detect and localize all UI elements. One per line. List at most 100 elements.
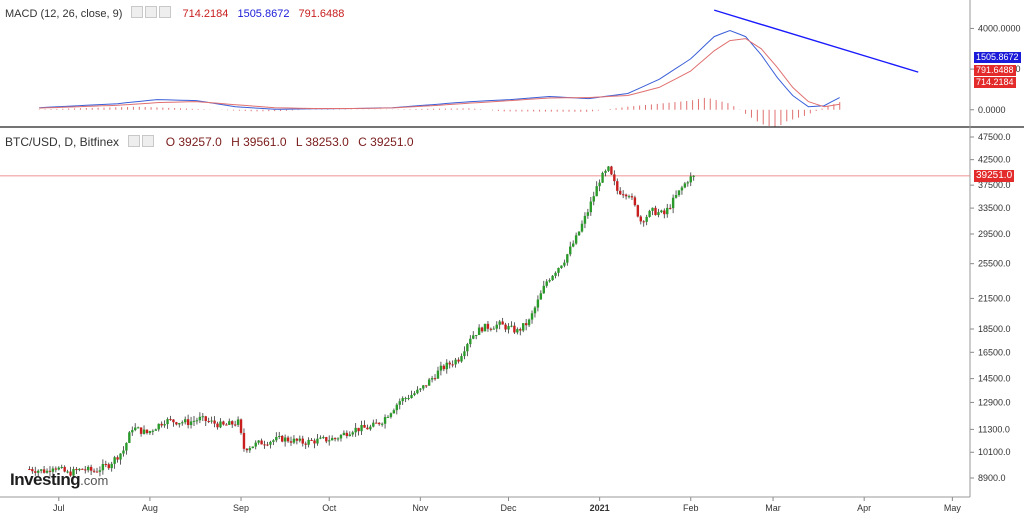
candle-body (242, 432, 246, 449)
candle-body (81, 468, 84, 470)
candle-body (136, 427, 140, 429)
candle-body (380, 423, 384, 425)
candle-body (95, 471, 99, 473)
candle-body (213, 420, 216, 424)
candle-body (183, 419, 187, 423)
candle-body (51, 468, 55, 472)
candle-body (498, 321, 501, 325)
candle-body (128, 432, 131, 443)
candle-body (439, 365, 443, 371)
candle-body (689, 176, 692, 183)
candle-body (642, 221, 645, 223)
candle-body (504, 324, 507, 330)
candle-body (319, 437, 322, 439)
candle-body (322, 437, 325, 439)
candle-body (310, 439, 313, 441)
candle-body (75, 468, 78, 471)
price-tick-label: 25500.0 (978, 259, 1011, 269)
candle-body (624, 194, 628, 197)
price-tick-label: 14500.0 (978, 374, 1011, 384)
candle-body (54, 468, 58, 470)
candle-body (172, 419, 175, 423)
candle-body (84, 469, 87, 471)
candle-body (474, 335, 478, 337)
time-tick-label: Apr (857, 503, 871, 513)
candle-body (231, 421, 234, 425)
candle-body (677, 190, 681, 196)
candle-body (201, 416, 205, 418)
candle-body (595, 186, 598, 197)
price-tick-label: 33500.0 (978, 203, 1011, 213)
price-tick-label: 42500.0 (978, 155, 1011, 165)
candle-body (163, 424, 166, 426)
candle-body (86, 466, 90, 471)
candle-body (280, 435, 284, 442)
price-tick-label: 37500.0 (978, 180, 1011, 190)
candle-body (648, 210, 651, 217)
time-tick-label: Sep (233, 503, 249, 513)
time-tick-label: Nov (412, 503, 429, 513)
candle-body (63, 466, 66, 472)
candle-body (169, 419, 172, 421)
low-value: L 38253.0 (295, 135, 349, 149)
candle-body (292, 438, 296, 443)
symbol-label: BTC/USD, D, Bitfinex (5, 135, 120, 149)
candle-body (433, 378, 437, 380)
candle-body (445, 362, 448, 370)
candle-body (692, 175, 695, 177)
candle-body (263, 444, 266, 446)
candle-body (522, 323, 525, 331)
candle-body (330, 438, 334, 441)
signal-value: 1505.8672 (237, 8, 290, 20)
candle-body (630, 196, 634, 198)
candle-body (563, 262, 566, 266)
candle-body (328, 440, 331, 442)
signal-line (39, 38, 840, 109)
high-value: H 39561.0 (231, 135, 287, 149)
candle-body (486, 323, 490, 329)
candle-body (189, 421, 193, 426)
candle-body (413, 393, 416, 396)
candle-body (245, 448, 249, 451)
candle-body (304, 443, 307, 445)
price-legend: BTC/USD, D, Bitfinex O 39257.0 H 39561.0… (5, 135, 420, 149)
candle-body (395, 404, 399, 411)
candle-body (175, 422, 178, 425)
candle-body (574, 235, 578, 244)
candle-body (425, 385, 428, 387)
close-value: C 39251.0 (358, 135, 414, 149)
candle-body (654, 207, 657, 216)
candle-body (448, 362, 451, 365)
candle-body (586, 212, 590, 216)
macd-settings-icons[interactable] (131, 6, 173, 20)
candle-body (674, 195, 678, 198)
candle-body (166, 419, 169, 425)
candle-body (657, 212, 660, 216)
macd-legend: MACD (12, 26, close, 9) 714.2184 1505.86… (5, 6, 350, 20)
macd-line (39, 29, 840, 110)
candle-body (480, 327, 484, 332)
candle-body (671, 197, 675, 209)
candle-body (101, 464, 105, 471)
candle-body (407, 398, 410, 400)
candle-body (301, 438, 304, 444)
candle-body (419, 388, 422, 390)
candle-body (145, 429, 149, 434)
candle-body (551, 275, 554, 281)
candle-body (178, 423, 181, 425)
candle-body (392, 410, 396, 414)
candle-body (495, 324, 498, 329)
candle-body (683, 183, 687, 188)
candle-body (386, 416, 390, 418)
symbol-settings-icons[interactable] (128, 135, 156, 149)
time-tick-label: Jul (53, 503, 65, 513)
candle-body (222, 421, 225, 425)
candle-body (660, 210, 663, 213)
candle-body (142, 429, 146, 434)
candle-body (354, 427, 357, 433)
candle-body (416, 389, 419, 394)
candle-body (37, 470, 40, 473)
candle-body (348, 434, 351, 437)
time-axis: Jul Aug Sep Oct Nov Dec 2021 Feb Mar Apr May (53, 497, 961, 513)
